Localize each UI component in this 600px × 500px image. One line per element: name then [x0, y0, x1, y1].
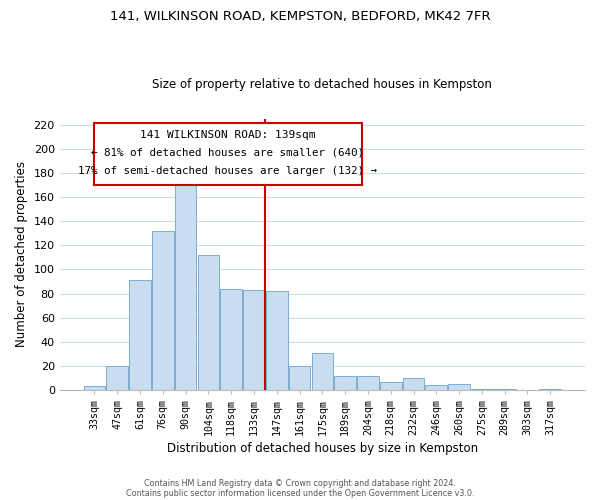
Bar — [220, 288, 242, 390]
Title: Size of property relative to detached houses in Kempston: Size of property relative to detached ho… — [152, 78, 492, 91]
Text: Contains HM Land Registry data © Crown copyright and database right 2024.: Contains HM Land Registry data © Crown c… — [144, 478, 456, 488]
Bar — [152, 231, 173, 390]
Bar — [106, 366, 128, 390]
X-axis label: Distribution of detached houses by size in Kempston: Distribution of detached houses by size … — [167, 442, 478, 455]
Bar — [289, 366, 310, 390]
FancyBboxPatch shape — [94, 122, 362, 185]
Bar — [471, 389, 493, 390]
Bar — [197, 255, 219, 390]
Bar — [175, 185, 196, 390]
Bar — [243, 290, 265, 390]
Bar — [266, 291, 287, 390]
Bar — [334, 376, 356, 390]
Y-axis label: Number of detached properties: Number of detached properties — [15, 162, 28, 348]
Bar — [380, 382, 401, 390]
Text: 141, WILKINSON ROAD, KEMPSTON, BEDFORD, MK42 7FR: 141, WILKINSON ROAD, KEMPSTON, BEDFORD, … — [110, 10, 490, 23]
Text: 17% of semi-detached houses are larger (132) →: 17% of semi-detached houses are larger (… — [78, 166, 377, 175]
Bar — [494, 389, 515, 390]
Bar — [448, 384, 470, 390]
Text: ← 81% of detached houses are smaller (640): ← 81% of detached houses are smaller (64… — [91, 148, 364, 158]
Bar — [403, 378, 424, 390]
Text: Contains public sector information licensed under the Open Government Licence v3: Contains public sector information licen… — [126, 488, 474, 498]
Bar — [311, 352, 333, 390]
Bar — [129, 280, 151, 390]
Text: 141 WILKINSON ROAD: 139sqm: 141 WILKINSON ROAD: 139sqm — [140, 130, 316, 140]
Bar — [357, 376, 379, 390]
Bar — [539, 389, 561, 390]
Bar — [425, 385, 447, 390]
Bar — [83, 386, 105, 390]
